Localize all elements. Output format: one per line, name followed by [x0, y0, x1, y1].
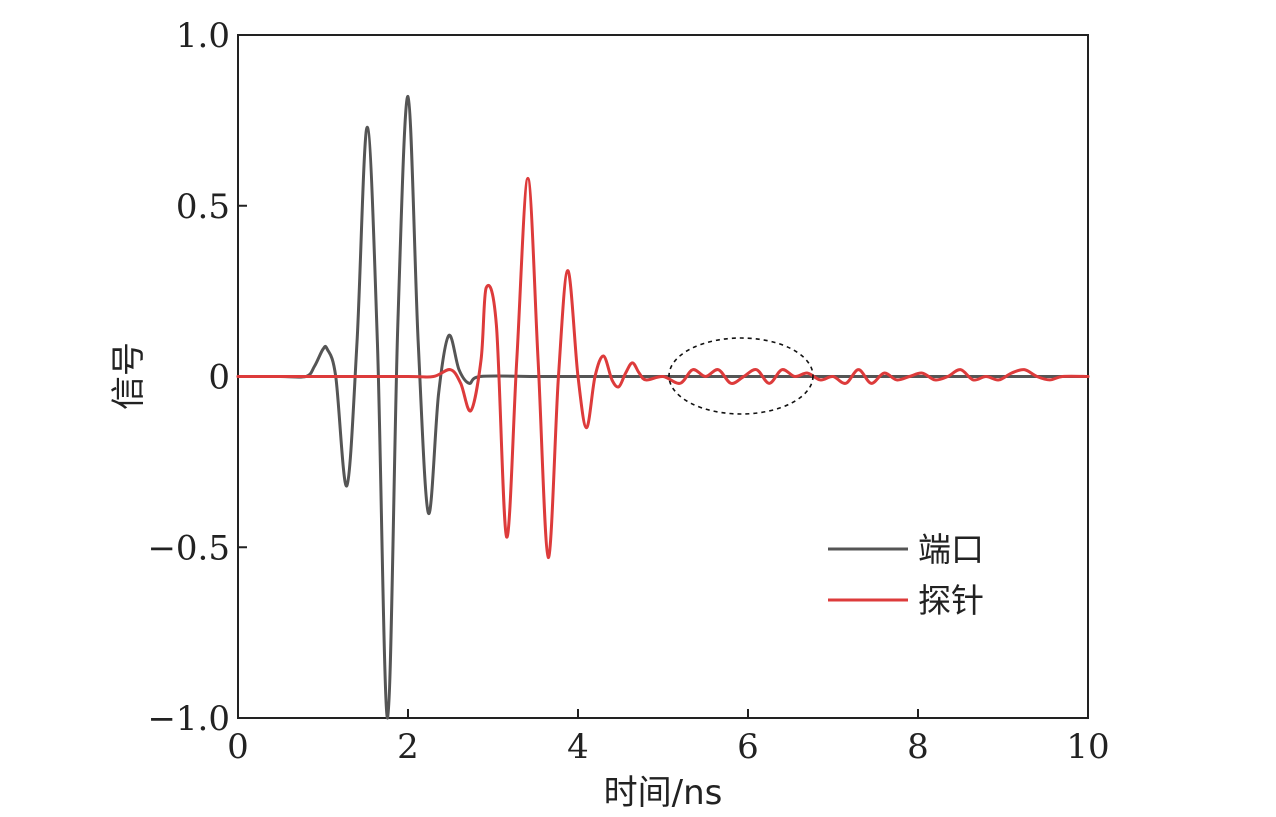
x-axis-ticks: 0 2 4 6 8 10 — [227, 709, 1110, 767]
highlight-ellipse — [668, 337, 814, 415]
y-axis-ticks: −1.0 −0.5 0 0.5 1.0 — [147, 16, 247, 739]
x-tick-label: 8 — [907, 727, 929, 767]
x-tick-label: 4 — [567, 727, 589, 767]
legend-label-probe: 探针 — [918, 581, 984, 620]
y-tick-label: 0.5 — [176, 187, 230, 227]
x-tick-label: 6 — [737, 727, 759, 767]
y-tick-label: 1.0 — [176, 16, 230, 56]
x-tick-label: 10 — [1066, 727, 1109, 767]
legend-label-port: 端口 — [918, 530, 984, 569]
series-lines — [236, 94, 1090, 720]
x-tick-label: 0 — [227, 727, 249, 767]
y-tick-label: 0 — [208, 358, 230, 398]
y-tick-label: −0.5 — [147, 528, 230, 568]
y-tick-label: −1.0 — [147, 699, 230, 739]
y-axis-title: 信号 — [109, 342, 149, 410]
series-line-port — [236, 94, 1090, 720]
x-tick-label: 2 — [397, 727, 419, 767]
x-axis-title: 时间/ns — [604, 773, 723, 813]
series-line-probe — [236, 176, 1090, 560]
legend: 端口 探针 — [828, 530, 984, 620]
